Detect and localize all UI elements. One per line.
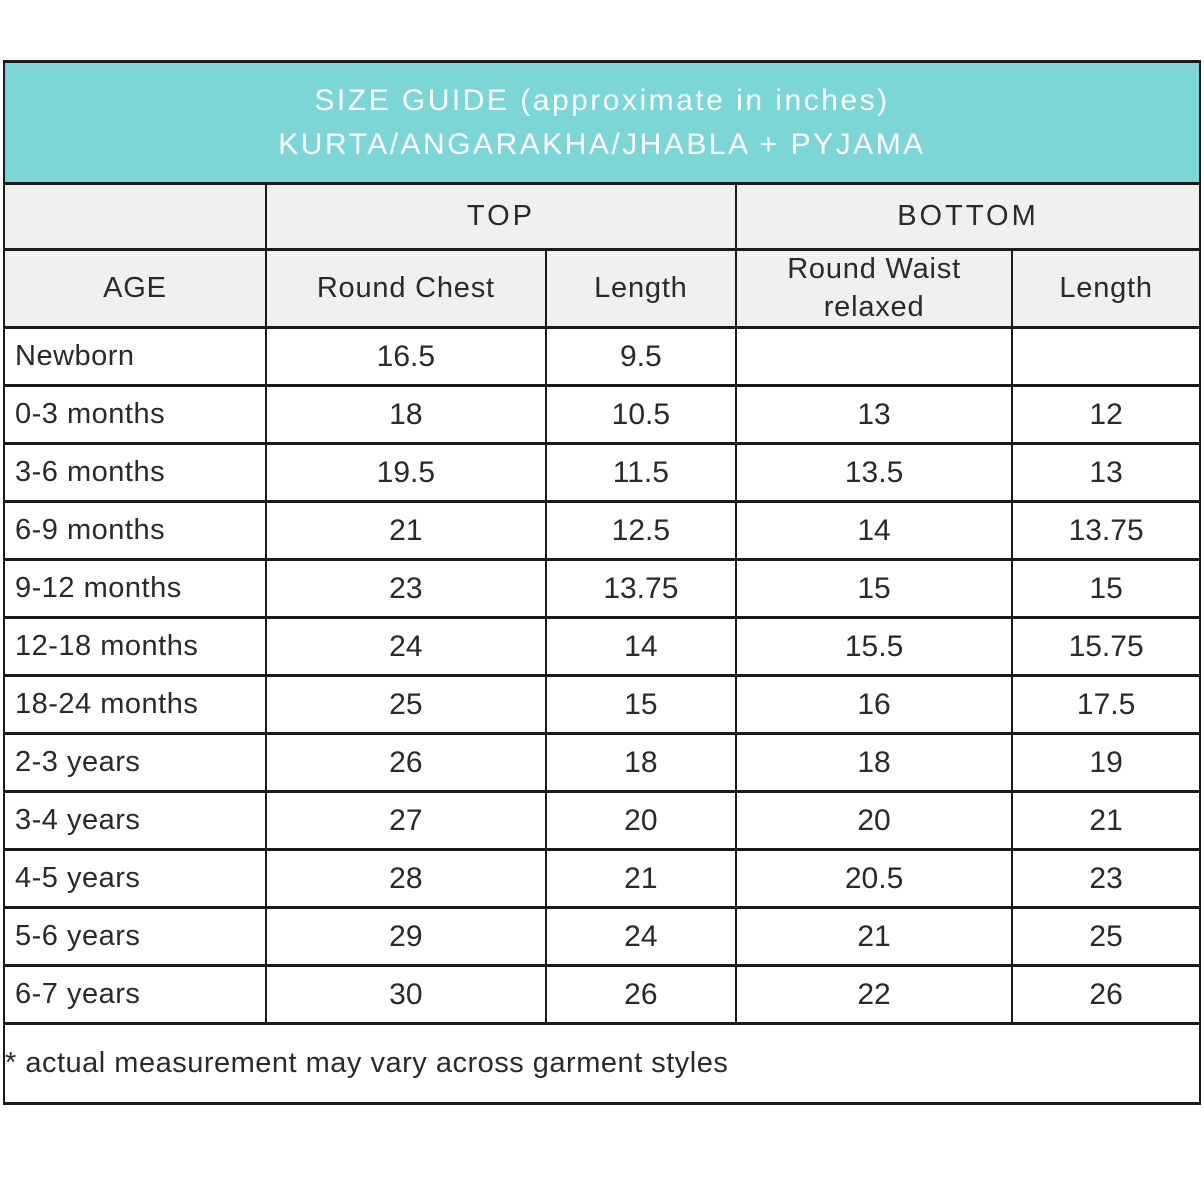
- round-waist-cell: 22: [734, 964, 1014, 1026]
- round-waist-cell: 13.5: [734, 442, 1014, 504]
- round-chest-cell: 25: [264, 674, 547, 736]
- round-chest-cell: 23: [264, 558, 547, 620]
- table-row: 0-3 months 18 10.5 13 12: [3, 384, 1201, 446]
- round-chest-cell: 24: [264, 616, 547, 678]
- age-cell: Newborn: [3, 326, 267, 388]
- banner: SIZE GUIDE (approximate in inches) KURTA…: [3, 60, 1201, 185]
- table-row: 3-4 years 27 20 20 21: [3, 790, 1201, 852]
- group-header-top: TOP: [264, 182, 737, 251]
- bottom-length-cell: 19: [1011, 732, 1201, 794]
- banner-title-line2: KURTA/ANGARAKHA/JHABLA + PYJAMA: [278, 127, 926, 161]
- top-length-cell: 9.5: [544, 326, 737, 388]
- round-waist-cell: 14: [734, 500, 1014, 562]
- age-cell: 18-24 months: [3, 674, 267, 736]
- age-cell: 12-18 months: [3, 616, 267, 678]
- bottom-length-cell: 25: [1011, 906, 1201, 968]
- round-chest-cell: 16.5: [264, 326, 547, 388]
- bottom-length-cell: 23: [1011, 848, 1201, 910]
- round-waist-cell: 20: [734, 790, 1014, 852]
- round-waist-cell: 18: [734, 732, 1014, 794]
- round-waist-cell: 15.5: [734, 616, 1014, 678]
- top-length-cell: 15: [544, 674, 737, 736]
- round-chest-cell: 18: [264, 384, 547, 446]
- bottom-length-cell: 12: [1011, 384, 1201, 446]
- table-row: 3-6 months 19.5 11.5 13.5 13: [3, 442, 1201, 504]
- bottom-length-cell: 15.75: [1011, 616, 1201, 678]
- banner-row: SIZE GUIDE (approximate in inches) KURTA…: [3, 60, 1201, 185]
- bottom-length-cell: 26: [1011, 964, 1201, 1026]
- table-row: 5-6 years 29 24 21 25: [3, 906, 1201, 968]
- round-chest-cell: 29: [264, 906, 547, 968]
- top-length-cell: 24: [544, 906, 737, 968]
- age-cell: 6-9 months: [3, 500, 267, 562]
- bottom-length-cell: 21: [1011, 790, 1201, 852]
- table-row: 2-3 years 26 18 18 19: [3, 732, 1201, 794]
- table-row: 12-18 months 24 14 15.5 15.75: [3, 616, 1201, 678]
- age-cell: 2-3 years: [3, 732, 267, 794]
- column-header-round-chest: Round Chest: [264, 247, 547, 330]
- round-chest-cell: 19.5: [264, 442, 547, 504]
- banner-title-line1: SIZE GUIDE (approximate in inches): [314, 84, 890, 117]
- age-cell: 0-3 months: [3, 384, 267, 446]
- age-cell: 3-4 years: [3, 790, 267, 852]
- round-chest-cell: 30: [264, 964, 547, 1026]
- top-length-cell: 18: [544, 732, 737, 794]
- top-length-cell: 26: [544, 964, 737, 1026]
- round-waist-cell: 20.5: [734, 848, 1014, 910]
- bottom-length-cell: [1011, 326, 1201, 388]
- round-waist-cell: 15: [734, 558, 1014, 620]
- group-header-row: TOP BOTTOM: [3, 182, 1202, 251]
- footnote-row: * actual measurement may vary across gar…: [3, 1022, 1201, 1106]
- column-header-row: AGE Round Chest Length Round Waist relax…: [3, 247, 1201, 330]
- top-length-cell: 14: [544, 616, 737, 678]
- top-length-cell: 20: [544, 790, 737, 852]
- round-chest-cell: 26: [264, 732, 547, 794]
- size-table-body: Newborn 16.5 9.5 0-3 months 18 10.5 13 12 3-6 mo…: [3, 326, 1201, 1026]
- table-row: 18-24 months 25 15 16 17.5: [3, 674, 1201, 736]
- footnote: * actual measurement may vary across gar…: [3, 1022, 1201, 1106]
- group-header-bottom: BOTTOM: [734, 182, 1202, 251]
- table-row: 9-12 months 23 13.75 15 15: [3, 558, 1201, 620]
- bottom-length-cell: 13.75: [1011, 500, 1201, 562]
- round-waist-cell: 13: [734, 384, 1014, 446]
- top-length-cell: 11.5: [544, 442, 737, 504]
- round-waist-cell: 16: [734, 674, 1014, 736]
- group-header-empty: [3, 182, 267, 251]
- size-guide-table: SIZE GUIDE (approximate in inches) KURTA…: [3, 60, 1202, 1106]
- round-waist-cell: [734, 326, 1014, 388]
- round-chest-cell: 21: [264, 500, 547, 562]
- top-length-cell: 10.5: [544, 384, 737, 446]
- column-header-top-length: Length: [544, 247, 737, 330]
- round-chest-cell: 28: [264, 848, 547, 910]
- top-length-cell: 13.75: [544, 558, 737, 620]
- bottom-length-cell: 17.5: [1011, 674, 1201, 736]
- age-cell: 4-5 years: [3, 848, 267, 910]
- age-cell: 9-12 months: [3, 558, 267, 620]
- table-row: 6-9 months 21 12.5 14 13.75: [3, 500, 1201, 562]
- round-chest-cell: 27: [264, 790, 547, 852]
- bottom-length-cell: 13: [1011, 442, 1201, 504]
- table-row: Newborn 16.5 9.5: [3, 326, 1201, 388]
- top-length-cell: 21: [544, 848, 737, 910]
- age-cell: 6-7 years: [3, 964, 267, 1026]
- column-header-round-waist: Round Waist relaxed: [734, 247, 1014, 330]
- column-header-bottom-length: Length: [1011, 247, 1201, 330]
- top-length-cell: 12.5: [544, 500, 737, 562]
- age-cell: 5-6 years: [3, 906, 267, 968]
- table-row: 4-5 years 28 21 20.5 23: [3, 848, 1201, 910]
- column-header-age: AGE: [3, 247, 267, 330]
- bottom-length-cell: 15: [1011, 558, 1201, 620]
- round-waist-cell: 21: [734, 906, 1014, 968]
- table-row: 6-7 years 30 26 22 26: [3, 964, 1201, 1026]
- age-cell: 3-6 months: [3, 442, 267, 504]
